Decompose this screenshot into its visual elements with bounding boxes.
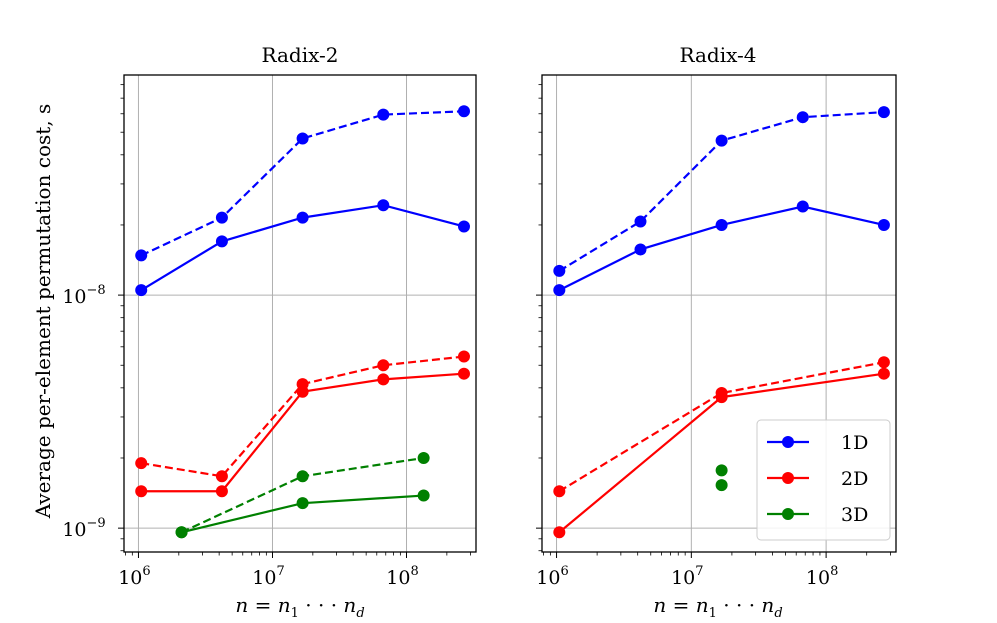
panel-title-radix-4: Radix-4 xyxy=(679,43,756,67)
data-point-3d xyxy=(417,451,430,464)
x-axis-label-radix-2: n = n1 · · · nd xyxy=(235,593,364,621)
data-point-2d xyxy=(296,385,309,398)
data-point-1d xyxy=(553,264,566,277)
series-line-2d-dashed xyxy=(558,361,885,493)
data-point-1d xyxy=(296,132,309,145)
y-ticks-radix-4 xyxy=(536,84,542,552)
data-point-2d xyxy=(553,526,566,539)
data-point-3d xyxy=(296,497,309,510)
data-point-2d xyxy=(877,356,890,369)
x-tick-label: 108 xyxy=(806,564,838,589)
series-group-radix-4 xyxy=(553,106,890,539)
data-point-2d xyxy=(135,457,148,470)
data-point-1d xyxy=(457,220,470,233)
axes-frame-radix-2 xyxy=(123,74,477,553)
x-tick-label: 106 xyxy=(118,564,150,589)
legend-label-2d: 2D xyxy=(841,468,868,490)
x-ticks-radix-4: 106 107 108 xyxy=(536,552,891,589)
data-point-1d xyxy=(377,199,390,212)
data-point-2d xyxy=(215,485,228,498)
y-tick-label: 10−9 xyxy=(62,516,105,541)
data-point-3d xyxy=(175,526,188,539)
data-point-1d xyxy=(634,243,647,256)
legend-label-1d: 1D xyxy=(841,432,868,454)
data-point-2d xyxy=(377,373,390,386)
data-point-1d xyxy=(553,284,566,297)
data-point-1d xyxy=(877,106,890,119)
data-point-1d xyxy=(135,249,148,262)
legend-marker-2d xyxy=(782,472,794,484)
data-point-1d xyxy=(634,215,647,228)
x-tick-label: 108 xyxy=(386,564,418,589)
data-point-1d xyxy=(215,235,228,248)
data-point-1d xyxy=(796,200,809,213)
data-point-2d xyxy=(215,470,228,483)
data-point-1d xyxy=(715,218,728,231)
data-point-2d xyxy=(715,391,728,404)
data-point-2d xyxy=(457,367,470,380)
data-point-3d xyxy=(417,489,430,502)
data-point-1d xyxy=(715,134,728,147)
x-tick-label: 107 xyxy=(671,564,703,589)
x-axis-label-radix-4: n = n1 · · · nd xyxy=(653,593,782,621)
data-point-1d xyxy=(377,108,390,121)
data-point-3d xyxy=(715,479,728,492)
data-point-2d xyxy=(877,367,890,380)
data-point-2d xyxy=(457,350,470,363)
y-ticks-radix-2: 10−9 10−8 xyxy=(62,84,124,552)
data-point-2d xyxy=(553,485,566,498)
data-point-1d xyxy=(877,218,890,231)
data-point-1d xyxy=(457,105,470,118)
x-tick-label: 106 xyxy=(536,564,568,589)
x-tick-label: 107 xyxy=(252,564,284,589)
legend-marker-3d xyxy=(782,508,794,520)
y-tick-label: 10−8 xyxy=(62,283,105,308)
panel-radix-2: Radix-2 106 107 108 10−9 10−8 n = n1 · · · … xyxy=(62,43,477,621)
x-ticks-radix-2: 106 107 108 xyxy=(118,552,471,589)
data-point-1d xyxy=(215,211,228,224)
data-point-3d xyxy=(296,470,309,483)
panel-title-radix-2: Radix-2 xyxy=(261,43,338,67)
data-point-2d xyxy=(377,359,390,372)
legend-marker-1d xyxy=(782,436,794,448)
series-group-radix-2 xyxy=(135,105,470,539)
data-point-1d xyxy=(796,111,809,124)
y-axis-label: Average per-element permutation cost, s xyxy=(31,104,55,520)
data-point-2d xyxy=(135,485,148,498)
data-point-3d xyxy=(715,464,728,477)
legend-box xyxy=(756,419,891,541)
legend: 1D 2D 3D xyxy=(756,419,891,541)
axes-frame-radix-4 xyxy=(541,74,897,553)
series-line-1d-dashed xyxy=(140,110,465,257)
data-point-1d xyxy=(135,284,148,297)
data-point-1d xyxy=(296,211,309,224)
legend-label-3d: 3D xyxy=(841,504,868,526)
